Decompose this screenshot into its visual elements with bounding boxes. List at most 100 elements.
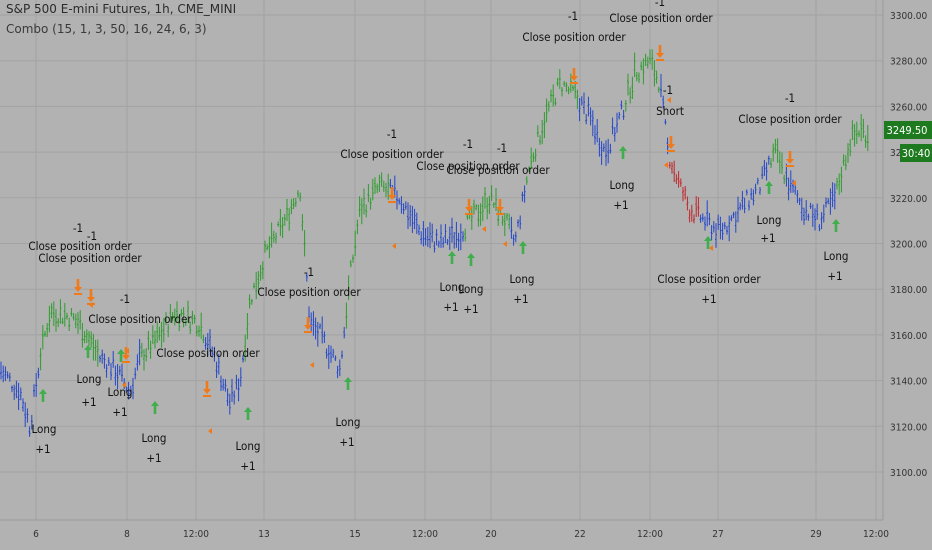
long-entry-arrow-icon [619,146,627,159]
trade-label: Close position order [609,11,713,25]
trade-label: +1 [81,395,96,409]
trade-label: Close position order [88,312,192,326]
trade-label: Long [439,280,464,294]
trade-label: +1 [827,269,842,283]
y-tick-label: 3300.00 [890,11,927,22]
trade-label: +1 [240,459,255,473]
trade-label: +1 [146,451,161,465]
trade-label: Long [141,431,166,445]
x-tick-label: 8 [124,529,130,540]
x-tick-label: 22 [574,529,585,540]
trade-label: Close position order [446,163,550,177]
trade-label: +1 [463,302,478,316]
trade-label: Close position order [522,30,626,44]
trade-label: -1 [463,137,473,151]
exit-arrow-icon [388,187,396,200]
exit-bar-icon [203,395,211,397]
y-tick-label: 3220.00 [890,194,927,205]
long-entry-arrow-icon [151,401,159,414]
trade-label: -1 [568,9,578,23]
fill-marker-icon [208,428,212,434]
exit-arrow-icon [87,289,95,302]
trade-label: -1 [387,127,397,141]
candles [0,49,869,437]
x-axis-ticks: 6 8 12:00 13 15 12:00 20 22 12:00 27 29 12:00 [33,529,889,540]
long-entry-arrow-icon [519,241,527,254]
x-tick-label: 15 [349,529,360,540]
x-tick-label: 12:00 [412,529,438,540]
exit-bar-icon [496,213,504,215]
y-axis-ticks: 3100.00 3120.00 3140.00 3160.00 3180.00 3200.… [890,11,927,479]
fill-marker-icon [122,382,126,388]
long-entry-arrow-icon [117,349,125,362]
exit-bar-icon [465,213,473,215]
trade-label: +1 [112,405,127,419]
trade-label: Close position order [340,147,444,161]
exit-arrow-icon [74,279,82,292]
long-entry-arrow-icon [39,389,47,402]
fill-marker-icon [482,226,486,232]
fill-marker-icon [310,362,314,368]
x-tick-label: 12:00 [183,529,209,540]
long-entry-arrow-icon [765,181,773,194]
trade-label: Long [76,372,101,386]
exit-arrow-icon [667,136,675,149]
fill-marker-icon [125,348,129,354]
time-axis[interactable] [0,520,932,550]
trade-label: Long [609,178,634,192]
trade-label: Close position order [738,112,842,126]
long-entry-arrow-icon [467,253,475,266]
last-price-tag: 3249.50 30:40 [884,121,932,162]
trade-label: Close position order [28,239,132,253]
trade-label: Short [656,104,684,118]
y-tick-label: 3140.00 [890,377,927,388]
exit-bar-icon [304,331,312,333]
trade-label: Long [235,439,260,453]
trade-label: -1 [785,91,795,105]
last-price-label: 3249.50 [887,124,928,137]
trade-label: +1 [760,231,775,245]
trade-label: +1 [613,198,628,212]
exit-bar-icon [656,59,664,61]
trade-label: Long [756,213,781,227]
exit-arrow-icon [570,68,578,81]
strategy-title: Combo (15, 1, 3, 50, 16, 24, 6, 3) [6,22,207,36]
trade-label: Long [335,415,360,429]
exit-arrow-icon [304,317,312,330]
x-tick-label: 29 [810,529,822,540]
trade-label: -1 [497,141,507,155]
trade-label: +1 [339,435,354,449]
exit-bar-icon [74,293,82,295]
exit-bar-icon [786,165,794,167]
fill-marker-icon [392,243,396,249]
x-tick-label: 12:00 [637,529,663,540]
y-tick-label: 3280.00 [890,57,927,68]
long-entry-arrow-icon [244,407,252,420]
exit-bar-icon [667,150,675,152]
trade-label: -1 [663,83,673,97]
exit-arrow-icon [656,45,664,58]
trade-label: -1 [304,265,314,279]
y-tick-label: 3200.00 [890,240,927,251]
x-tick-label: 13 [258,529,269,540]
long-entry-arrow-icon [832,219,840,232]
x-tick-label: 20 [485,529,497,540]
exit-arrow-icon [122,347,130,360]
fill-marker-icon [667,97,671,103]
y-tick-label: 3180.00 [890,285,927,296]
trade-label: Long [458,282,483,296]
trade-label: Close position order [257,285,361,299]
x-tick-label: 27 [712,529,723,540]
fill-marker-icon [89,302,93,308]
long-entry-arrow-icon [704,236,712,249]
trade-label: Close position order [657,272,761,286]
trade-label: Long [509,272,534,286]
price-axis[interactable] [883,0,932,520]
y-tick-label: 3100.00 [890,468,927,479]
trade-markers [39,45,840,434]
symbol-title: S&P 500 E-mini Futures, 1h, CME_MINI [6,2,237,16]
fill-marker-icon [503,241,507,247]
exit-arrow-icon [786,151,794,164]
